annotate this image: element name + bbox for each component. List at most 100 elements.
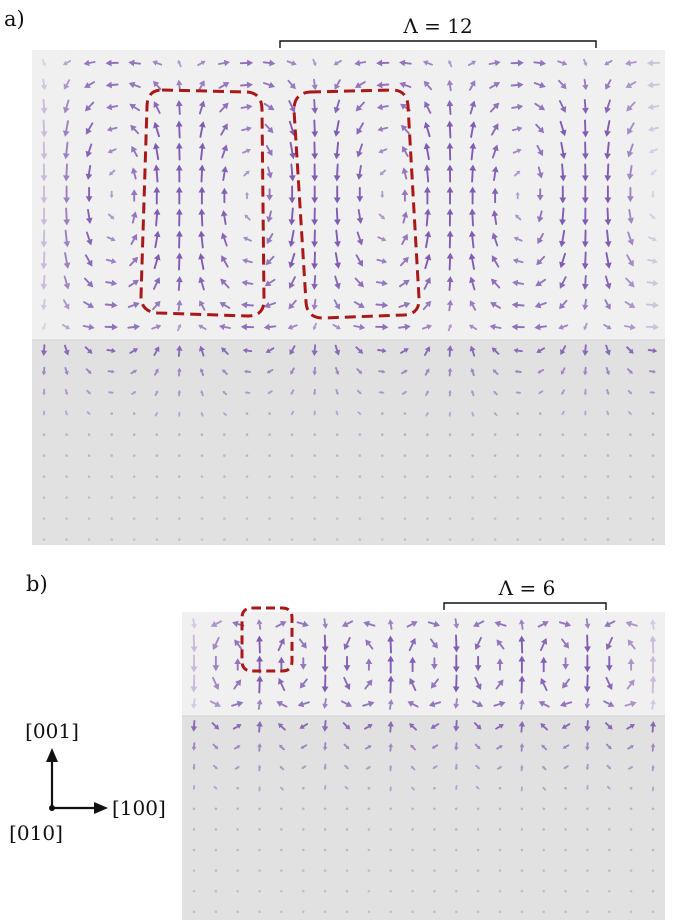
substrate-arrow (290, 454, 294, 457)
substrate-arrow (155, 475, 159, 478)
polarization-arrow (627, 209, 634, 224)
substrate-arrow (608, 828, 611, 831)
polarization-arrow (40, 207, 48, 226)
polarization-arrow (375, 323, 389, 331)
substrate-arrow (200, 496, 204, 499)
substrate-arrow (493, 390, 498, 396)
substrate-arrow (476, 828, 480, 831)
polarization-arrow (334, 207, 341, 226)
substrate-arrow (234, 766, 240, 770)
substrate-arrow (564, 889, 567, 893)
polarization-arrow (489, 102, 500, 113)
substrate-arrow (564, 910, 567, 914)
polarization-arrow (190, 674, 198, 693)
substrate-arrow (300, 744, 308, 749)
polarization-arrow (376, 81, 390, 89)
polarization-arrow (536, 255, 546, 266)
polarization-arrow (130, 124, 140, 135)
polarization-arrow (105, 81, 119, 89)
axis-right-arrowhead (94, 802, 108, 814)
substrate-arrow (426, 517, 429, 520)
polarization-arrow (647, 103, 660, 111)
substrate-arrow (471, 538, 474, 541)
substrate-arrow (312, 366, 317, 376)
polarization-arrow (409, 677, 417, 692)
substrate-arrow (313, 454, 317, 457)
polarization-arrow (626, 165, 634, 180)
polarization-arrow (650, 169, 657, 176)
panel-b: b) Λ = 6 (26, 572, 665, 920)
substrate-arrow (107, 369, 115, 374)
substrate-arrow (381, 433, 384, 436)
polarization-arrow (104, 323, 118, 331)
substrate-arrow (222, 369, 228, 375)
polarization-arrow (312, 322, 317, 331)
substrate-arrow (629, 517, 632, 520)
polarization-arrow (311, 78, 318, 91)
substrate-arrow (223, 517, 226, 520)
polarization-arrow (581, 207, 589, 226)
substrate-arrow (651, 828, 655, 831)
polarization-arrow (175, 120, 183, 139)
polarization-arrow (218, 82, 230, 89)
polarization-arrow (175, 164, 183, 183)
substrate-arrow (540, 723, 549, 731)
polarization-arrow (407, 701, 419, 708)
substrate-arrow (491, 347, 500, 355)
substrate-arrow (223, 496, 226, 499)
polarization-arrow (422, 300, 432, 311)
substrate-arrow (492, 369, 499, 375)
polarization-arrow (535, 278, 547, 287)
polarization-arrow (152, 300, 161, 311)
polarization-arrow (333, 141, 341, 160)
polarization-arrow (153, 208, 161, 227)
polarization-arrow (400, 124, 410, 135)
polarization-arrow (452, 654, 460, 673)
substrate-arrow (649, 391, 656, 394)
polarization-arrow (153, 121, 160, 138)
substrate-arrow (561, 723, 571, 729)
axis-origin-dot (49, 805, 55, 811)
substrate-arrow (223, 475, 226, 478)
substrate-arrow (41, 366, 47, 376)
polarization-arrow (263, 323, 277, 331)
polarization-arrow (648, 126, 659, 132)
polarization-arrow (264, 123, 274, 134)
polarization-arrow (491, 210, 499, 225)
substrate-arrow (448, 517, 452, 520)
polarization-arrow (473, 620, 485, 627)
substrate-arrow (280, 807, 283, 811)
polarization-arrow (362, 700, 375, 708)
polarization-arrow (288, 100, 296, 113)
substrate-arrow (335, 388, 339, 396)
substrate-arrow (214, 807, 218, 811)
polarization-arrow (604, 99, 611, 114)
polarization-arrow (605, 79, 612, 90)
substrate-arrow (493, 517, 497, 520)
polarization-arrow (333, 299, 341, 310)
substrate-arrow (290, 538, 294, 541)
substrate-arrow (629, 848, 633, 852)
substrate-arrow (313, 496, 317, 499)
substrate-arrow (84, 346, 93, 354)
polarization-arrow (401, 167, 409, 180)
polarization-arrow (401, 189, 409, 202)
polarization-arrow (153, 80, 162, 91)
substrate-arrow (268, 433, 271, 436)
substrate-arrow (257, 764, 262, 772)
substrate-arrow (356, 389, 362, 395)
polarization-arrow (40, 119, 48, 138)
period-bracket-a (279, 40, 597, 48)
polarization-arrow (533, 59, 547, 67)
polarization-arrow (377, 126, 389, 132)
polarization-arrow (424, 186, 431, 205)
polarization-arrow (221, 255, 229, 268)
substrate-arrow (650, 743, 656, 752)
polarization-arrow (581, 275, 589, 290)
polarization-arrow (536, 210, 544, 223)
substrate-arrow (606, 496, 610, 499)
substrate-arrow (470, 389, 475, 397)
substrate-arrow (403, 412, 407, 415)
vortex-highlight-a2 (292, 88, 421, 320)
substrate-arrow (243, 369, 252, 374)
